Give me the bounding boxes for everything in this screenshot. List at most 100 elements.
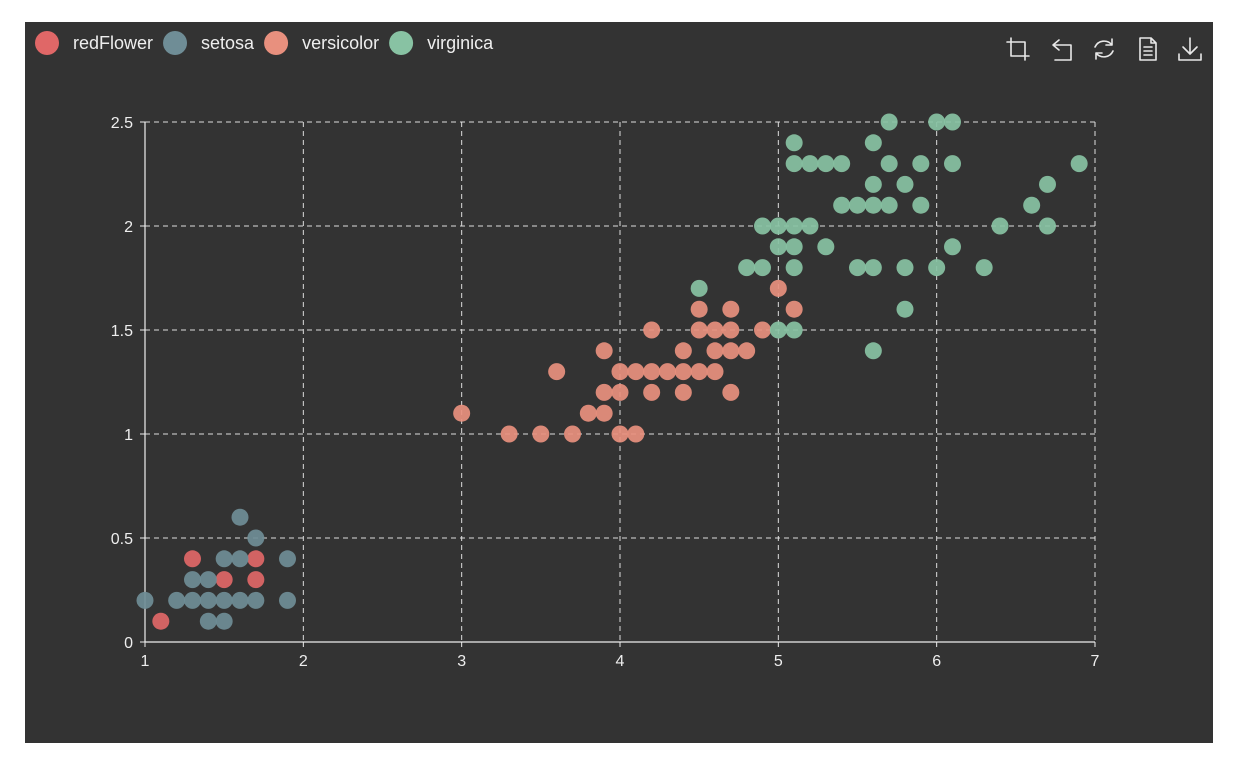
data-point[interactable] <box>548 363 566 381</box>
data-point[interactable] <box>864 175 882 193</box>
zoom-icon[interactable] <box>1005 36 1031 62</box>
data-point[interactable] <box>738 259 756 277</box>
data-point[interactable] <box>833 155 851 173</box>
data-point[interactable] <box>849 196 866 214</box>
data-point[interactable] <box>1023 196 1041 214</box>
data-point[interactable] <box>247 571 265 589</box>
data-point[interactable] <box>215 550 233 568</box>
data-point[interactable] <box>706 342 724 360</box>
legend-item-virginica[interactable]: virginica <box>389 31 494 55</box>
data-point[interactable] <box>1039 217 1056 235</box>
data-point[interactable] <box>991 217 1009 235</box>
data-point[interactable] <box>864 134 882 152</box>
data-point[interactable] <box>215 612 233 630</box>
data-point[interactable] <box>231 550 249 568</box>
data-point[interactable] <box>611 383 629 401</box>
data-point[interactable] <box>801 155 819 173</box>
data-point[interactable] <box>833 196 851 214</box>
data-point[interactable] <box>231 508 249 526</box>
data-point[interactable] <box>912 196 930 214</box>
data-point[interactable] <box>722 321 740 339</box>
data-point[interactable] <box>928 259 946 277</box>
data-point[interactable] <box>944 155 961 173</box>
data-point[interactable] <box>199 591 217 609</box>
data-point[interactable] <box>690 321 708 339</box>
data-point[interactable] <box>152 612 170 630</box>
data-point[interactable] <box>706 321 724 339</box>
data-point[interactable] <box>674 383 692 401</box>
data-point[interactable] <box>279 591 296 609</box>
data-point[interactable] <box>769 238 787 256</box>
data-point[interactable] <box>912 155 930 173</box>
data-point[interactable] <box>785 238 803 256</box>
data-point[interactable] <box>659 363 676 381</box>
data-point[interactable] <box>896 300 914 318</box>
data-point[interactable] <box>722 300 740 318</box>
data-point[interactable] <box>215 571 233 589</box>
legend-item-versicolor[interactable]: versicolor <box>264 31 379 55</box>
data-point[interactable] <box>754 217 771 235</box>
data-point[interactable] <box>722 383 740 401</box>
data-point[interactable] <box>880 113 898 131</box>
legend-item-redFlower[interactable]: redFlower <box>35 31 153 55</box>
data-point[interactable] <box>864 196 882 214</box>
data-point[interactable] <box>928 113 946 131</box>
data-point[interactable] <box>817 155 835 173</box>
data-point[interactable] <box>738 342 756 360</box>
data-point[interactable] <box>279 550 296 568</box>
data-point[interactable] <box>168 591 186 609</box>
data-point[interactable] <box>944 238 961 256</box>
data-point[interactable] <box>247 591 265 609</box>
data-point[interactable] <box>769 217 787 235</box>
data-point[interactable] <box>532 425 550 443</box>
data-point[interactable] <box>769 279 787 297</box>
data-point[interactable] <box>184 550 201 568</box>
data-point[interactable] <box>785 300 803 318</box>
data-point[interactable] <box>706 363 724 381</box>
data-point[interactable] <box>754 259 771 277</box>
data-point[interactable] <box>579 404 597 422</box>
data-point[interactable] <box>1039 175 1056 193</box>
data-point[interactable] <box>595 342 613 360</box>
data-point[interactable] <box>785 155 803 173</box>
data-point[interactable] <box>247 550 265 568</box>
data-point[interactable] <box>611 363 629 381</box>
data-point[interactable] <box>690 363 708 381</box>
data-point[interactable] <box>231 591 249 609</box>
data-point[interactable] <box>627 363 645 381</box>
data-point[interactable] <box>785 217 803 235</box>
data-point[interactable] <box>643 321 661 339</box>
data-point[interactable] <box>754 321 771 339</box>
data-point[interactable] <box>785 321 803 339</box>
save-image-icon[interactable] <box>1177 36 1203 62</box>
data-point[interactable] <box>690 279 708 297</box>
data-point[interactable] <box>199 571 217 589</box>
data-point[interactable] <box>817 238 835 256</box>
data-point[interactable] <box>674 363 692 381</box>
data-point[interactable] <box>896 259 914 277</box>
data-point[interactable] <box>864 259 882 277</box>
data-point[interactable] <box>674 342 692 360</box>
data-point[interactable] <box>184 591 201 609</box>
data-point[interactable] <box>595 404 613 422</box>
data-point[interactable] <box>975 259 993 277</box>
data-point[interactable] <box>722 342 740 360</box>
data-point[interactable] <box>611 425 629 443</box>
data-point[interactable] <box>643 363 661 381</box>
data-point[interactable] <box>1070 155 1088 173</box>
data-point[interactable] <box>880 155 898 173</box>
data-point[interactable] <box>500 425 518 443</box>
data-point[interactable] <box>215 591 233 609</box>
data-point[interactable] <box>690 300 708 318</box>
data-point[interactable] <box>627 425 645 443</box>
data-view-icon[interactable] <box>1135 36 1161 62</box>
data-point[interactable] <box>880 196 898 214</box>
data-point[interactable] <box>564 425 581 443</box>
data-point[interactable] <box>643 383 661 401</box>
data-point[interactable] <box>136 591 154 609</box>
data-point[interactable] <box>184 571 201 589</box>
data-point[interactable] <box>944 113 961 131</box>
data-point[interactable] <box>864 342 882 360</box>
data-point[interactable] <box>801 217 819 235</box>
restore-icon[interactable] <box>1091 36 1117 62</box>
